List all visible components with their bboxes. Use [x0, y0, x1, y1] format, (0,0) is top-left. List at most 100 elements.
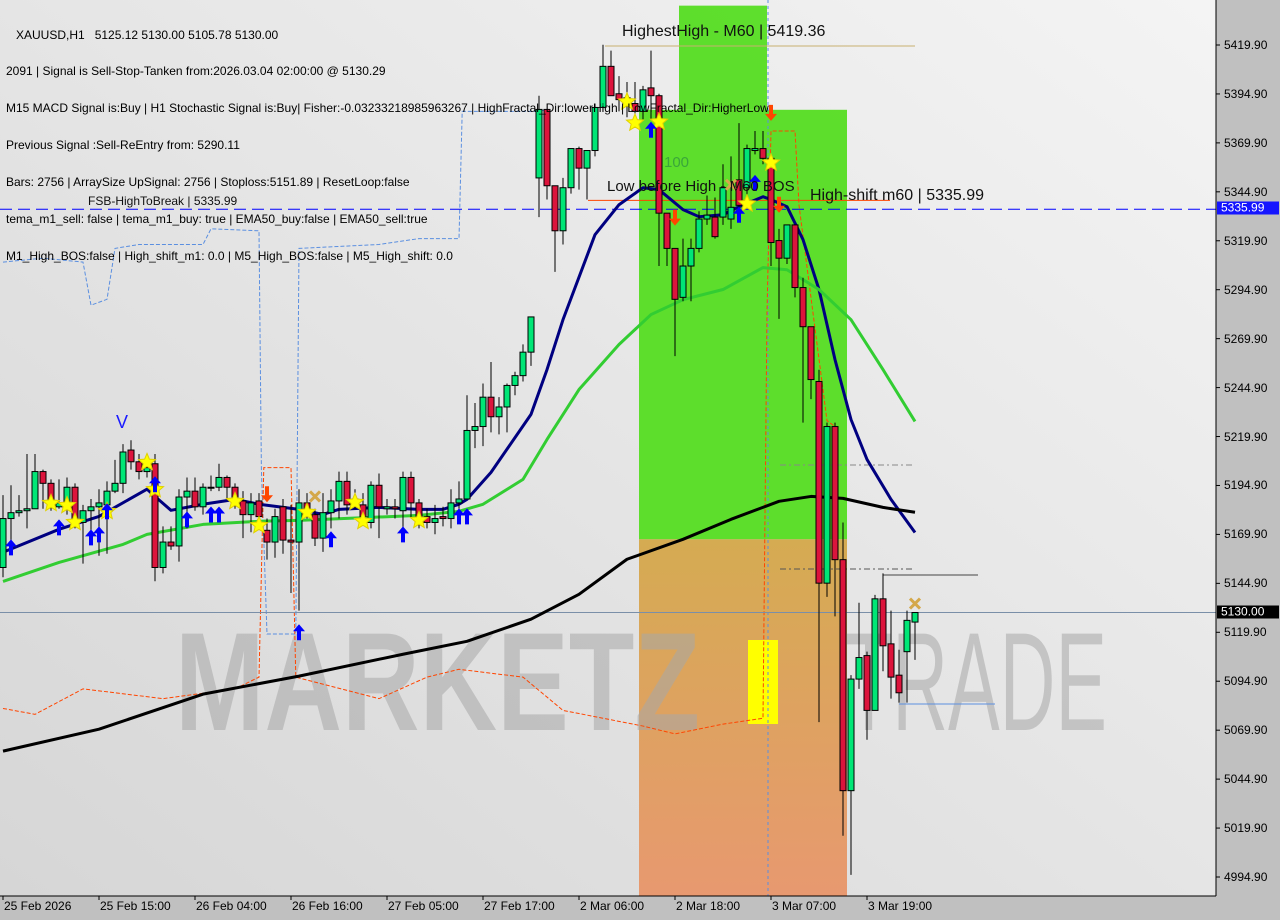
candle-body	[639, 89, 647, 112]
candle-body	[399, 476, 407, 512]
time-axis-label: 3 Mar 19:00	[868, 899, 933, 913]
candle-body	[743, 148, 751, 189]
candle-body	[591, 106, 599, 152]
candle	[247, 493, 255, 533]
current-price-badge: 5130.00	[1217, 605, 1279, 619]
candle	[855, 602, 863, 689]
candle	[815, 369, 823, 723]
candle-body	[527, 316, 535, 353]
sell-arrow-icon	[669, 209, 681, 226]
exit-cross-icon	[724, 178, 738, 191]
buy-arrow-icon	[93, 526, 105, 543]
candle	[15, 495, 23, 517]
candle-body	[815, 381, 823, 584]
candle-body	[463, 429, 471, 500]
time-axis-label: 25 Feb 15:00	[100, 899, 171, 913]
candle-body	[823, 426, 831, 584]
price-axis-label: 5194.90	[1224, 478, 1268, 493]
candle-body	[239, 500, 247, 516]
candle	[839, 522, 847, 836]
star-signal-icon	[57, 495, 77, 514]
candle-body	[495, 406, 503, 418]
candle-body	[647, 87, 655, 97]
candle-body	[39, 471, 47, 484]
candle-body	[119, 451, 127, 484]
buy-arrow-icon	[749, 174, 761, 191]
candle-body	[855, 657, 863, 680]
buy-arrow-icon	[205, 506, 217, 523]
price-axis-label: 5244.90	[1224, 380, 1268, 395]
candle	[383, 498, 391, 515]
candle-body	[439, 516, 447, 520]
star-signal-icon	[249, 515, 269, 534]
buy-arrow-icon	[53, 519, 65, 536]
time-axis-label: 2 Mar 06:00	[580, 899, 645, 913]
candle	[607, 50, 615, 97]
star-signal-icon	[41, 492, 61, 512]
candle	[7, 485, 15, 546]
star-signal-icon	[345, 492, 365, 511]
time-axis-label: 25 Feb 2026	[4, 899, 72, 913]
highest-high-label: HighestHigh - M60 | 5419.36	[622, 23, 826, 40]
candle-body	[791, 224, 799, 289]
time-axis-label: 3 Mar 07:00	[772, 899, 837, 913]
candle	[679, 238, 687, 302]
candle	[711, 197, 719, 239]
candle-body	[511, 375, 519, 386]
candle	[111, 459, 119, 494]
candle	[783, 224, 791, 265]
price-axis-label: 5319.90	[1224, 233, 1268, 248]
previous-signal-line: Previous Signal :Sell-ReEntry from: 5290…	[6, 138, 240, 153]
candle	[223, 475, 231, 499]
candle	[583, 150, 591, 200]
candle	[311, 508, 319, 546]
candle	[663, 212, 671, 267]
candle-body	[599, 65, 607, 108]
candle-body	[343, 480, 351, 506]
star-signal-icon	[409, 510, 429, 529]
candle-body	[287, 539, 295, 543]
candle-body	[551, 185, 559, 232]
candle-body	[503, 384, 511, 408]
candle	[671, 247, 679, 357]
candle	[479, 383, 487, 447]
candle-body	[799, 287, 807, 328]
buy-arrow-icon	[325, 531, 337, 548]
signal-zone	[639, 539, 847, 896]
candle	[367, 481, 375, 529]
candle-body	[903, 619, 911, 653]
candle-body	[687, 247, 695, 267]
watermark-text: MARKETZ	[175, 603, 700, 760]
fsb-high-to-break-label: FSB-HighToBreak | 5335.99	[88, 194, 238, 208]
candle	[911, 612, 919, 660]
candle-body	[839, 559, 847, 792]
price-axis-label: 5044.90	[1224, 772, 1268, 787]
price-axis-label: 5069.90	[1224, 723, 1268, 738]
candle-body	[479, 396, 487, 428]
candle-body	[783, 224, 791, 259]
buy-arrow-icon	[5, 539, 17, 556]
candle-body	[807, 326, 815, 381]
candle	[215, 463, 223, 492]
candle	[271, 508, 279, 558]
candle-body	[407, 476, 415, 504]
candle-body	[447, 502, 455, 520]
candle-body	[487, 396, 495, 418]
candle	[895, 649, 903, 703]
candle	[775, 228, 783, 319]
candle	[791, 224, 799, 298]
candle-body	[663, 212, 671, 249]
buy-arrow-icon	[733, 206, 745, 223]
candle	[0, 495, 7, 578]
candle	[647, 50, 655, 120]
star-signal-icon	[625, 112, 645, 132]
candle-body	[375, 484, 383, 508]
candle-body	[31, 471, 39, 510]
candle	[887, 610, 895, 699]
sell-arrow-icon	[765, 104, 777, 121]
candle	[447, 489, 455, 529]
candle-body	[703, 214, 711, 220]
candle	[159, 526, 167, 574]
